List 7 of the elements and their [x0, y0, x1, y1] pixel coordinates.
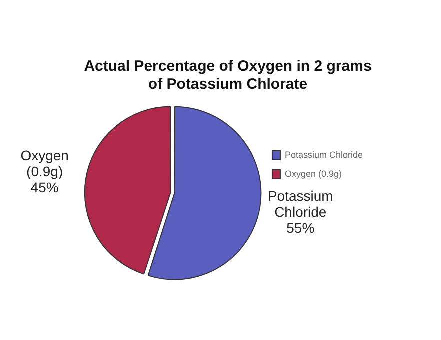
- slice-label: Potassium Chloride: [268, 188, 334, 220]
- legend-label: Oxygen (0.9g): [284, 168, 342, 179]
- chart-title: Actual Percentage of Oxygen in 2 grams of Potassium Chlorate: [84, 58, 372, 94]
- legend-label: Potassium Chloride: [284, 150, 364, 160]
- data-label: 55%: [286, 220, 315, 236]
- slice-label: Oxygen (0.9g): [20, 148, 69, 180]
- data-label: 45%: [30, 180, 59, 196]
